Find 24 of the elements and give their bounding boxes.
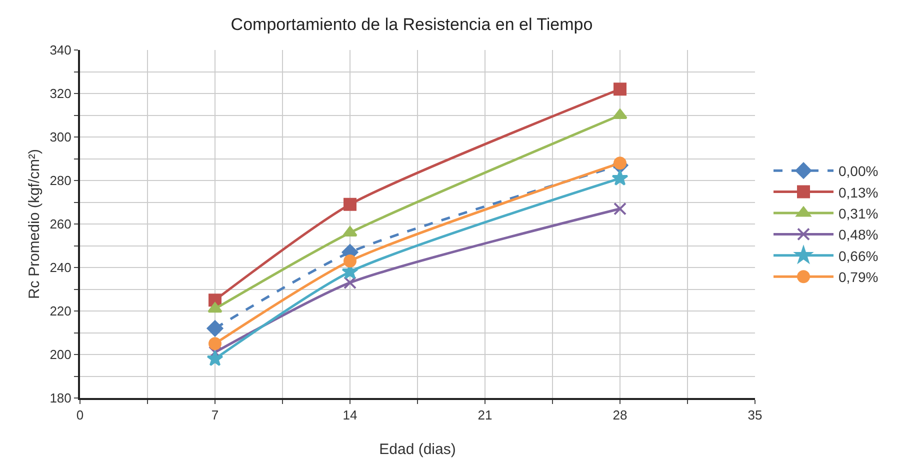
- y-tick-label: 240: [50, 260, 72, 276]
- x-tick-label: 28: [612, 408, 628, 423]
- legend-label: 0,31%: [838, 205, 878, 222]
- legend-label: 0,00%: [838, 163, 878, 180]
- y-axis-title: Rc Promedio (kgf/cm²): [26, 148, 43, 300]
- y-tick-label: 220: [50, 304, 72, 319]
- chart-title: Comportamiento de la Resistencia en el Tiempo: [230, 15, 593, 34]
- x-tick-label: 21: [478, 408, 492, 423]
- y-tick-label: 320: [50, 86, 72, 102]
- x-tick-label: 7: [211, 408, 219, 423]
- legend-label: 0,79%: [838, 269, 878, 286]
- legend-label: 0,48%: [838, 226, 878, 243]
- x-tick-label: 0: [76, 408, 84, 423]
- x-tick-label: 35: [748, 408, 762, 423]
- legend-label: 0,13%: [838, 184, 878, 200]
- legend-label: 0,66%: [838, 248, 878, 264]
- y-tick-label: 200: [50, 347, 72, 362]
- x-axis-title: Edad (dias): [379, 441, 456, 458]
- y-tick-label: 300: [50, 130, 72, 145]
- y-tick-label: 280: [50, 173, 72, 188]
- y-tick-label: 180: [50, 390, 72, 406]
- x-tick-label: 14: [342, 408, 358, 423]
- y-tick-label: 340: [50, 42, 72, 58]
- y-tick-label: 260: [50, 216, 72, 232]
